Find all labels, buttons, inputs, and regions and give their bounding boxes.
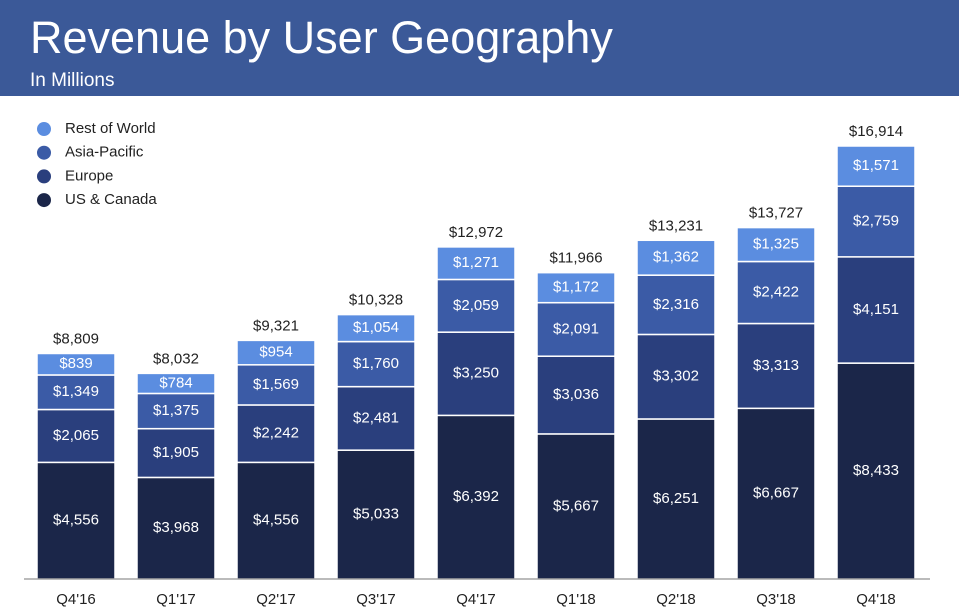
x-tick-label: Q3'17: [356, 591, 396, 608]
value-label: $784: [159, 374, 192, 391]
value-label: $6,667: [753, 485, 799, 502]
bar-segment: [336, 385, 416, 451]
total-label: $8,032: [153, 350, 199, 367]
x-tick-label: Q2'17: [256, 591, 296, 608]
value-label: $6,251: [653, 490, 699, 507]
bar-segment: [436, 278, 516, 333]
legend-marker: [37, 122, 51, 136]
value-label: $1,054: [353, 319, 399, 336]
bar-segment: [36, 352, 116, 376]
value-label: $3,302: [653, 368, 699, 385]
bar-segment: [36, 374, 116, 411]
bar-segment: [736, 260, 816, 325]
value-label: $1,569: [253, 376, 299, 393]
bar-segment: [636, 418, 716, 580]
total-label: $8,809: [53, 330, 99, 347]
x-tick-label: Q1'17: [156, 591, 196, 608]
bar-segment: [436, 414, 516, 580]
value-label: $2,759: [853, 213, 899, 230]
bar-segment: [536, 433, 616, 580]
bar-segment: [436, 331, 516, 417]
total-label: $13,727: [749, 205, 803, 222]
bar-segment: [736, 322, 816, 410]
total-label: $16,914: [849, 123, 903, 140]
bar-segment: [236, 404, 316, 464]
chart-title: Revenue by User Geography: [30, 12, 613, 63]
value-label: $1,362: [653, 249, 699, 266]
bar-segment: [236, 339, 316, 366]
bar-segment: [36, 461, 116, 580]
value-label: $3,250: [453, 365, 499, 382]
value-label: $1,571: [853, 157, 899, 174]
value-label: $3,968: [153, 519, 199, 536]
x-tick-label: Q4'17: [456, 591, 496, 608]
value-label: $1,325: [753, 236, 799, 253]
value-label: $2,065: [53, 427, 99, 444]
bar-segment: [536, 301, 616, 357]
total-label: $11,966: [549, 250, 602, 267]
value-label: $2,059: [453, 297, 499, 314]
value-label: $5,033: [353, 506, 399, 523]
value-label: $4,556: [53, 512, 99, 529]
chart-subtitle: In Millions: [30, 70, 114, 91]
legend-marker: [37, 145, 51, 160]
legend-label: US & Canada: [65, 191, 157, 208]
value-label: $2,242: [253, 425, 299, 442]
x-tick-label: Q4'18: [856, 591, 896, 608]
bar-segment: [636, 239, 716, 276]
total-label: $12,972: [449, 224, 503, 241]
value-label: $2,316: [653, 296, 699, 313]
value-label: $1,375: [153, 402, 199, 419]
bar-segment: [536, 271, 616, 304]
value-label: $1,172: [553, 279, 599, 296]
value-label: $1,905: [153, 444, 199, 461]
value-label: $954: [259, 344, 292, 361]
value-label: $1,760: [353, 355, 399, 372]
bar-segment: [636, 274, 716, 336]
x-tick-label: Q1'18: [556, 591, 596, 608]
value-label: $3,036: [553, 386, 599, 403]
legend-marker: [37, 193, 51, 208]
bar-segment: [336, 313, 416, 343]
value-label: $2,091: [553, 320, 599, 337]
legend-marker: [37, 169, 51, 184]
value-label: $1,271: [453, 254, 499, 271]
bar-segment: [836, 185, 916, 258]
bar-segment: [236, 364, 316, 406]
value-label: $5,667: [553, 497, 599, 514]
value-label: $8,433: [853, 462, 899, 479]
value-label: $2,422: [753, 283, 799, 300]
value-label: $3,313: [753, 357, 799, 374]
legend-label: Europe: [65, 167, 113, 184]
bar-segment: [736, 226, 816, 263]
bar-segment: [636, 333, 716, 420]
total-label: $9,321: [253, 317, 299, 334]
bar-segment: [136, 427, 216, 479]
value-label: $2,481: [353, 409, 399, 426]
total-label: $10,328: [349, 292, 403, 309]
value-label: $4,151: [853, 301, 899, 318]
bar-segment: [736, 407, 816, 580]
x-tick-label: Q2'18: [656, 591, 696, 608]
bar-segment: [436, 246, 516, 281]
legend-label: Asia-Pacific: [65, 144, 144, 161]
bar-segment: [536, 355, 616, 435]
total-label: $13,231: [649, 217, 703, 234]
x-tick-label: Q3'18: [756, 591, 796, 608]
value-label: $839: [59, 355, 92, 372]
value-label: $4,556: [253, 512, 299, 529]
bar-segment: [136, 392, 216, 430]
bar-segment: [836, 145, 916, 187]
legend-label: Rest of World: [65, 120, 156, 137]
value-label: $1,349: [53, 383, 99, 400]
bar-segment: [136, 372, 216, 395]
x-tick-label: Q4'16: [56, 591, 96, 608]
value-label: $6,392: [453, 488, 499, 505]
bar-segment: [836, 362, 916, 580]
header-band: [0, 0, 959, 96]
